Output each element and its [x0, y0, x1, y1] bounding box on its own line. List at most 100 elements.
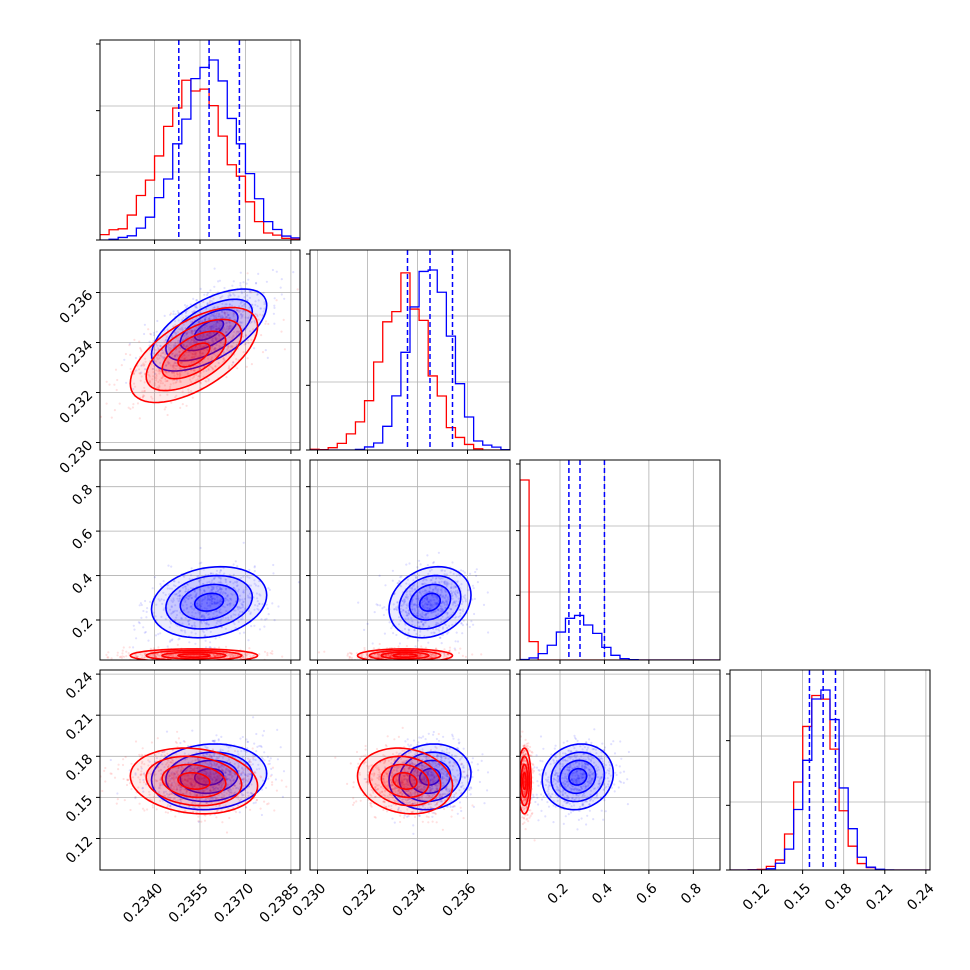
sample-point — [216, 601, 219, 605]
sample-point — [256, 305, 259, 308]
sample-point — [200, 615, 203, 619]
sample-point — [250, 338, 253, 341]
sample-point — [418, 559, 421, 562]
sample-point — [239, 577, 243, 580]
sample-point — [190, 594, 193, 597]
sample-point — [167, 361, 170, 364]
sample-point — [191, 624, 194, 627]
sample-point — [170, 653, 173, 656]
sample-point — [127, 652, 130, 655]
sample-point — [187, 619, 190, 622]
sample-point — [139, 602, 142, 605]
sample-point — [159, 784, 162, 787]
sample-point — [366, 654, 369, 657]
sample-point — [377, 656, 381, 659]
sample-point — [215, 322, 218, 325]
sample-point — [222, 616, 225, 619]
sample-point — [154, 615, 157, 618]
histogram-series-red — [310, 272, 510, 450]
sample-point — [205, 324, 208, 328]
sample-point — [210, 325, 213, 329]
sample-point — [249, 772, 252, 776]
sample-point — [214, 610, 217, 613]
sample-point — [317, 651, 321, 654]
sample-point — [179, 380, 182, 383]
sample-point — [212, 739, 215, 743]
sample-point — [142, 609, 145, 613]
sample-point — [199, 287, 202, 290]
sample-point — [348, 655, 351, 659]
sample-point — [210, 581, 213, 584]
sample-point — [214, 780, 217, 783]
sample-point — [169, 622, 173, 625]
sample-point — [257, 585, 260, 588]
sample-point — [229, 653, 233, 656]
sample-point — [423, 597, 426, 600]
sample-point — [218, 620, 221, 623]
sample-point — [192, 608, 195, 611]
sample-point — [206, 334, 209, 337]
sample-point — [195, 592, 198, 595]
sample-point — [160, 754, 163, 757]
sample-point — [172, 579, 175, 583]
sample-point — [323, 650, 326, 653]
sample-point — [273, 306, 276, 309]
sample-point — [471, 584, 475, 587]
sample-point — [223, 311, 226, 314]
sample-point — [383, 661, 385, 663]
sample-point — [373, 653, 376, 656]
sample-point — [390, 653, 393, 657]
sample-point — [190, 352, 193, 355]
sample-point — [237, 309, 240, 312]
sample-point — [426, 564, 429, 567]
sample-point — [218, 609, 221, 612]
sample-point — [170, 612, 173, 615]
sample-point — [424, 654, 427, 657]
sample-point — [222, 360, 225, 364]
sample-point — [170, 587, 173, 590]
sample-point — [148, 379, 151, 383]
sample-point — [174, 353, 177, 356]
sample-point — [197, 358, 200, 361]
sample-point — [195, 775, 198, 778]
sample-point — [447, 653, 450, 656]
sample-point — [176, 341, 180, 344]
sample-point — [215, 756, 218, 759]
sample-point — [155, 653, 158, 656]
sample-point — [202, 753, 205, 756]
sample-point — [425, 603, 429, 606]
sample-point — [237, 608, 240, 611]
sample-point — [179, 798, 182, 801]
sample-point — [216, 320, 219, 323]
sample-point — [423, 621, 426, 624]
sample-point — [283, 348, 286, 351]
sample-point — [256, 315, 259, 318]
sample-point — [208, 325, 211, 329]
sample-point — [196, 774, 199, 778]
sample-point — [211, 367, 214, 370]
sample-point — [397, 662, 399, 664]
sample-point — [225, 322, 228, 325]
sample-point — [190, 389, 193, 393]
sample-point — [331, 263, 333, 265]
sample-point — [213, 267, 216, 270]
sample-point — [432, 596, 435, 599]
sample-point — [222, 343, 225, 346]
contour-line — [179, 583, 239, 621]
sample-point — [148, 381, 152, 384]
sample-point — [431, 605, 434, 608]
sample-point — [432, 654, 435, 657]
sample-point — [215, 344, 218, 347]
sample-point — [166, 413, 169, 417]
sample-point — [348, 651, 351, 655]
sample-point — [416, 612, 419, 615]
sample-point — [403, 600, 406, 604]
sample-point — [201, 777, 204, 780]
sample-point — [436, 608, 440, 611]
sample-point — [407, 609, 410, 613]
sample-point — [267, 613, 270, 616]
sample-point — [190, 356, 193, 359]
sample-point — [211, 586, 214, 589]
sample-point — [220, 582, 223, 585]
sample-point — [267, 322, 270, 326]
